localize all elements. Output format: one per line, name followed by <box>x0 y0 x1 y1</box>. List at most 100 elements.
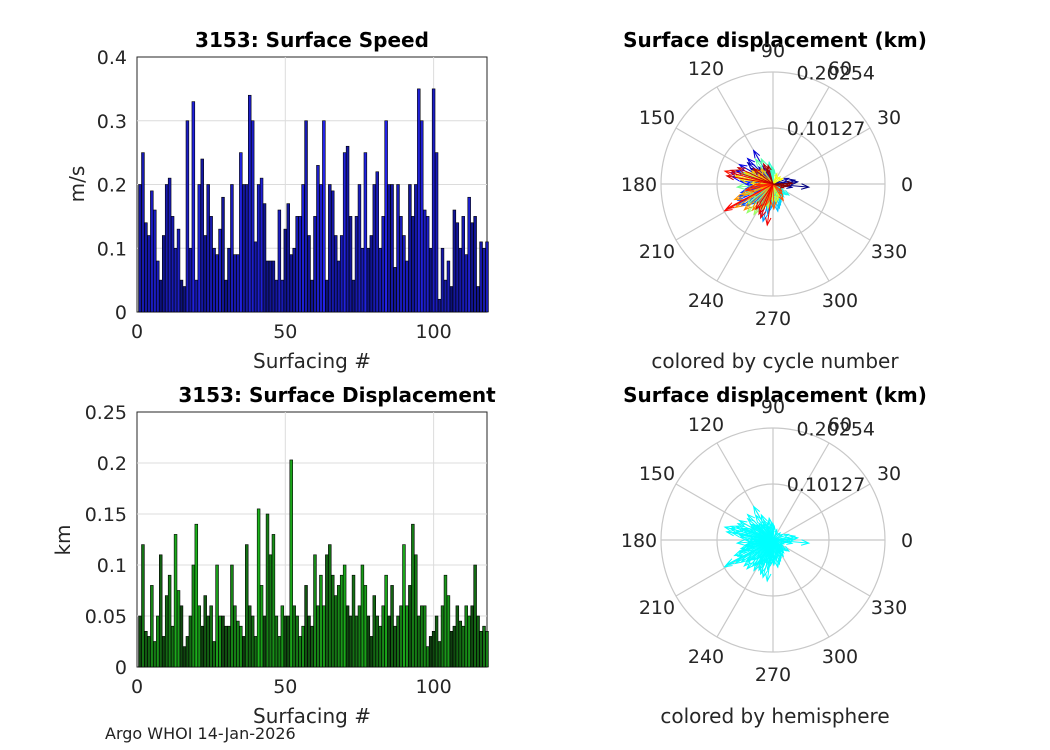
bar <box>319 184 323 313</box>
bar <box>218 615 222 668</box>
angle-label: 90 <box>761 40 785 62</box>
bar <box>239 625 243 668</box>
displacement-arrow <box>744 539 774 548</box>
displacement-arrow <box>743 539 774 567</box>
polar-labels: 0 30 60 90 120 150 180 210 240 270 300 330 0.10127 0.… <box>621 40 913 330</box>
bar <box>470 222 474 313</box>
bar <box>431 630 436 668</box>
y-tick-label: 0 <box>115 302 127 324</box>
bar <box>164 595 169 668</box>
bar <box>351 574 356 668</box>
bar <box>188 247 193 313</box>
bar <box>396 184 400 313</box>
angle-label: 330 <box>871 241 907 263</box>
bar <box>411 216 415 313</box>
bar <box>434 152 439 313</box>
bar <box>345 145 350 313</box>
displacement-arrow <box>723 183 774 212</box>
vector-series <box>723 149 811 227</box>
bar <box>194 523 199 668</box>
bar <box>348 216 353 313</box>
bar <box>381 216 385 313</box>
bar <box>339 235 344 313</box>
bar <box>449 286 454 313</box>
angle-label: 60 <box>828 414 852 436</box>
bar <box>387 615 391 668</box>
bar <box>206 615 210 668</box>
bar <box>164 184 169 313</box>
bar <box>224 279 228 313</box>
bar <box>224 625 228 668</box>
bar <box>455 605 460 668</box>
bar <box>203 595 207 668</box>
bar <box>366 247 371 313</box>
bar <box>437 298 442 313</box>
bar <box>182 646 187 668</box>
bar <box>310 625 314 668</box>
x-tick-label: 100 <box>415 676 451 698</box>
y-tick-label: 0.1 <box>97 555 127 577</box>
angle-label: 240 <box>688 646 724 668</box>
angle-label: 210 <box>639 597 675 619</box>
bar <box>245 184 249 313</box>
displacement-arrow <box>733 183 774 201</box>
polar-spoke <box>772 483 871 541</box>
bar <box>458 620 463 668</box>
displacement-arrow <box>729 525 774 541</box>
x-tick-label: 50 <box>273 676 297 698</box>
bar <box>253 241 258 313</box>
bar <box>256 508 261 668</box>
bar <box>289 254 293 313</box>
bar <box>147 235 151 313</box>
bar <box>417 88 421 313</box>
bar <box>473 216 477 313</box>
bar <box>274 615 279 668</box>
angle-label: 270 <box>755 664 791 686</box>
bar <box>221 615 225 668</box>
bar <box>399 605 403 668</box>
bar <box>437 641 442 668</box>
displacement-arrow <box>766 167 774 185</box>
bar <box>262 615 267 668</box>
bar <box>265 513 270 668</box>
bar <box>265 260 270 313</box>
bar <box>307 615 311 668</box>
bar <box>482 625 486 668</box>
displacement-arrow <box>752 167 774 185</box>
bar <box>259 177 264 313</box>
bar <box>286 615 290 668</box>
bar <box>200 625 204 668</box>
bar <box>420 605 424 668</box>
displacement-arrow <box>755 539 774 567</box>
bar <box>194 279 199 313</box>
angle-label: 150 <box>639 107 675 129</box>
bar <box>242 184 246 313</box>
bar <box>268 554 273 668</box>
bar <box>319 574 323 668</box>
bar <box>280 605 285 668</box>
bar <box>250 615 255 668</box>
bar <box>354 615 359 668</box>
bar <box>159 279 163 313</box>
displacement-arrow <box>725 529 774 541</box>
polar-spoke <box>772 539 871 597</box>
bar <box>197 184 201 313</box>
displacement-arrow <box>729 169 774 185</box>
bar <box>215 254 219 313</box>
angle-label: 120 <box>688 414 724 436</box>
speed-bar-chart: 3153: Surface Speed 0 50 100 0 0.1 0.2 0.3 0.4… <box>65 28 489 373</box>
displacement-arrow <box>770 183 777 211</box>
angle-label: 270 <box>755 308 791 330</box>
polar-spoke <box>772 442 830 541</box>
bar <box>345 605 350 668</box>
chart-title: 3153: Surface Displacement <box>178 383 496 407</box>
bar <box>411 523 415 668</box>
bar-series <box>138 88 489 313</box>
bar <box>271 534 276 668</box>
bar <box>200 158 204 313</box>
bar <box>331 190 335 313</box>
bar <box>399 216 403 313</box>
bar <box>277 209 282 313</box>
displacement-arrow <box>758 539 774 572</box>
bar <box>144 222 148 313</box>
